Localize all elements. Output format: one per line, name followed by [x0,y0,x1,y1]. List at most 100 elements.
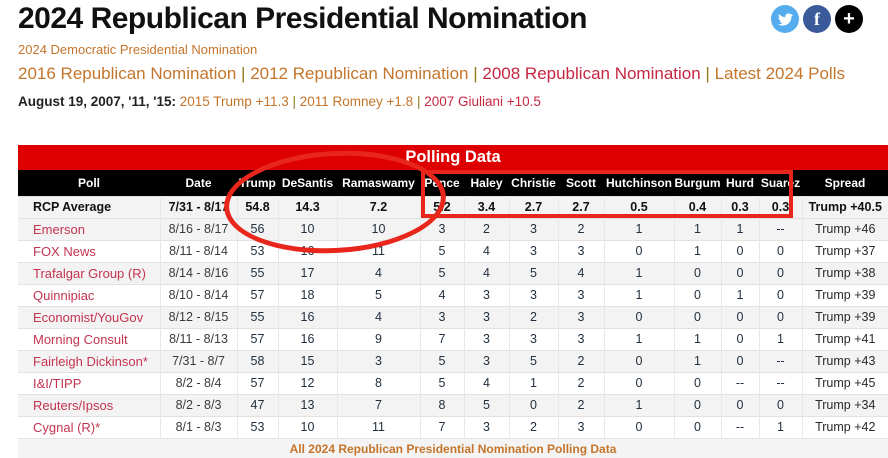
nav-link[interactable]: 2012 Republican Nomination [250,64,469,83]
value-cell: 0 [759,305,803,328]
democratic-nomination-link[interactable]: 2024 Democratic Presidential Nomination [18,42,258,57]
value-cell: -- [721,371,760,394]
value-cell: 0 [674,393,722,416]
poll-link[interactable]: Cygnal (R)* [33,419,101,435]
column-header-suarez: Suarez [759,170,802,196]
value-cell: 3 [420,305,465,328]
value-cell: 54.8 [237,195,279,218]
poll-link[interactable]: Economist/YouGov [33,309,144,325]
column-header-burgum: Burgum [674,170,721,196]
poll-link[interactable]: Quinnipiac [33,287,95,303]
value-cell: 10 [278,415,338,438]
value-cell: 0 [721,239,760,262]
value-cell: 1 [604,217,675,240]
poll-name-cell: Trafalgar Group (R) [18,261,161,284]
nav-link[interactable]: 2007 Giuliani +10.5 [424,94,541,109]
value-cell: 4 [464,239,510,262]
value-cell: 1 [721,283,760,306]
separator: | [236,64,251,83]
poll-link[interactable]: I&I/TIPP [33,375,82,391]
value-cell: 16 [278,239,338,262]
value-cell: 4 [420,283,465,306]
value-cell: 55 [237,305,279,328]
date-cell: 7/31 - 8/7 [160,349,238,372]
poll-link[interactable]: Trafalgar Group (R) [33,265,146,281]
history-links: 2015 Trump +11.3 | 2011 Romney +1.8 | 20… [180,94,541,109]
value-cell: 2 [558,349,605,372]
value-cell: 3 [558,415,605,438]
value-cell: 1 [509,371,559,394]
poll-row: Trafalgar Group (R) 8/14 - 8/16 55 17 4 5 4 5 4 1… [18,261,888,284]
value-cell: 2 [558,217,605,240]
nav-link[interactable]: 2015 Trump +11.3 [179,94,289,109]
poll-row: Quinnipiac 8/10 - 8/14 57 18 5 4 3 3 3 1 0 1 0 Trump … [18,283,888,306]
value-cell: 3 [337,349,421,372]
twitter-share-icon[interactable] [771,5,799,33]
poll-link[interactable]: FOX News [33,243,96,259]
value-cell: 5 [420,349,465,372]
poll-link[interactable]: Reuters/Ipsos [33,397,114,413]
value-cell: 3 [464,327,510,350]
value-cell: 11 [337,239,421,262]
value-cell: 14.3 [278,195,338,218]
value-cell: -- [759,371,803,394]
value-cell: 3 [509,327,559,350]
spread-cell: Trump +34 [802,393,888,416]
value-cell: 5 [509,349,559,372]
value-cell: 58 [237,349,279,372]
value-cell: 1 [674,349,722,372]
nav-link[interactable]: Latest 2024 Polls [714,64,845,83]
value-cell: 4 [337,305,421,328]
history-line: August 19, 2007, '11, '15: 2015 Trump +1… [18,94,541,109]
value-cell: 7 [337,393,421,416]
all-polls-link[interactable]: All 2024 Republican Presidential Nominat… [289,441,617,456]
value-cell: 3 [464,305,510,328]
value-cell: 7 [420,327,465,350]
value-cell: 0.3 [759,195,803,218]
date-cell: 8/10 - 8/14 [160,283,238,306]
value-cell: 0 [721,327,760,350]
poll-name-cell: Emerson [18,217,161,240]
polling-data-title: Polling Data [405,148,501,166]
value-cell: 10 [337,217,421,240]
value-cell: -- [721,415,760,438]
column-header-christie: Christie [509,170,558,196]
value-cell: 2 [509,305,559,328]
spread-cell: Trump +45 [802,371,888,394]
nav-link[interactable]: 2008 Republican Nomination [482,64,701,83]
spread-cell: Trump +39 [802,283,888,306]
nav-link[interactable]: 2011 Romney +1.8 [299,94,414,109]
value-cell: 57 [237,327,279,350]
value-cell: 3 [464,349,510,372]
poll-row: Economist/YouGov 8/12 - 8/15 55 16 4 3 3 2 3 0 0 0 0… [18,305,888,328]
value-cell: 4 [464,371,510,394]
share-more-icon[interactable]: + [835,5,863,33]
value-cell: 9 [337,327,421,350]
spread-cell: Trump +39 [802,305,888,328]
value-cell: 18 [278,283,338,306]
value-cell: 47 [237,393,279,416]
date-cell: 8/11 - 8/14 [160,239,238,262]
column-header-spread: Spread [802,170,888,196]
poll-link[interactable]: Emerson [33,221,86,237]
value-cell: 0.3 [721,195,760,218]
separator: | [468,64,483,83]
value-cell: 0.5 [604,195,675,218]
value-cell: 0 [604,305,675,328]
poll-row: I&I/TIPP 8/2 - 8/4 57 12 8 5 4 1 2 0 0 -- -- Trump +4… [18,371,888,394]
poll-link[interactable]: Morning Consult [33,331,128,347]
value-cell: 10 [278,217,338,240]
value-cell: 1 [721,217,760,240]
value-cell: 1 [674,217,722,240]
value-cell: 3 [558,283,605,306]
value-cell: 3 [464,415,510,438]
column-header-hutchinson: Hutchinson [604,170,674,196]
value-cell: 3 [509,283,559,306]
value-cell: 7.2 [337,195,421,218]
column-header-scott: Scott [558,170,604,196]
value-cell: 1 [604,283,675,306]
facebook-share-icon[interactable]: f [803,5,831,33]
poll-link[interactable]: Fairleigh Dickinson* [33,353,148,369]
nav-link[interactable]: 2016 Republican Nomination [18,64,237,83]
